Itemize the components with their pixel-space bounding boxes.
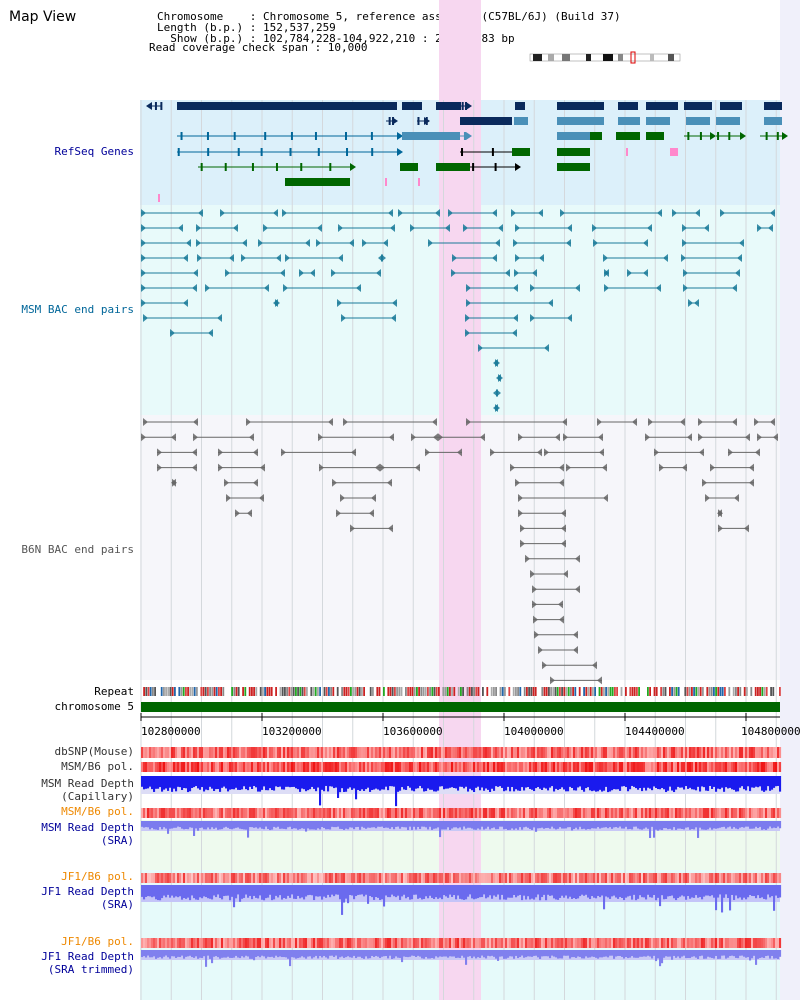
track-label-refseq[interactable]: RefSeq Genes	[54, 145, 134, 158]
chromosome-bar	[141, 702, 780, 712]
track-label-msm-depth-sra-sub: (SRA)	[100, 834, 134, 847]
track-label-jf1-depth-sra[interactable]: JF1 Read Depth	[41, 885, 134, 898]
heat-tracks	[141, 747, 782, 948]
ruler-tick-label-5: 104800000	[741, 725, 800, 738]
ruler-tick-label-1: 103200000	[262, 725, 322, 738]
track-label-jf1-depth-sra-sub: (SRA)	[100, 898, 134, 911]
refseq-gene-features	[146, 102, 788, 202]
track-label-jf1-b6-pol-2[interactable]: JF1/B6 pol.	[61, 935, 134, 948]
track-label-msm-b6-pol-2[interactable]: MSM/B6 pol.	[61, 805, 134, 818]
track-label-jf1-depth-trim[interactable]: JF1 Read Depth	[41, 950, 134, 963]
length-info: Length (b.p.) : 152,537,259	[157, 21, 336, 34]
track-label-repeat[interactable]: Repeat	[94, 685, 134, 698]
ruler-tick-label-2: 103600000	[383, 725, 443, 738]
coordinate-ruler: 102800000 103200000 103600000 104000000 …	[140, 713, 800, 738]
track-label-msm-depth-cap[interactable]: MSM Read Depth	[41, 777, 134, 790]
track-label-chromosome: chromosome 5	[54, 700, 134, 713]
right-margin	[780, 0, 800, 1000]
track-label-jf1-b6-pol-1[interactable]: JF1/B6 pol.	[61, 870, 134, 883]
track-label-msm-b6-pol-1[interactable]: MSM/B6 pol.	[61, 760, 134, 773]
track-label-msm-depth-sra[interactable]: MSM Read Depth	[41, 821, 134, 834]
map-view-title: Map View	[9, 9, 77, 25]
b6n-bac-features	[141, 418, 778, 685]
msm-bac-features	[141, 209, 775, 412]
track-label-jf1-depth-trim-sub: (SRA trimmed)	[47, 963, 134, 976]
ruler-tick-label-0: 102800000	[141, 725, 201, 738]
grid-lines	[140, 100, 777, 1000]
depth-tracks	[141, 776, 782, 967]
chromosome-ideogram	[529, 51, 681, 64]
repeat-track-features	[143, 687, 781, 696]
track-label-msm-bac[interactable]: MSM BAC end pairs	[21, 303, 134, 316]
coverage-span-info: Read coverage check span : 10,000	[149, 41, 368, 54]
ruler-tick-label-3: 104000000	[504, 725, 564, 738]
track-label-dbsnp[interactable]: dbSNP(Mouse)	[54, 745, 134, 758]
track-label-msm-depth-cap-sub: (Capillary)	[61, 790, 134, 803]
highlight-region	[439, 0, 481, 1000]
track-label-b6n-bac[interactable]: B6N BAC end pairs	[21, 543, 134, 556]
ruler-tick-label-4: 104400000	[625, 725, 685, 738]
